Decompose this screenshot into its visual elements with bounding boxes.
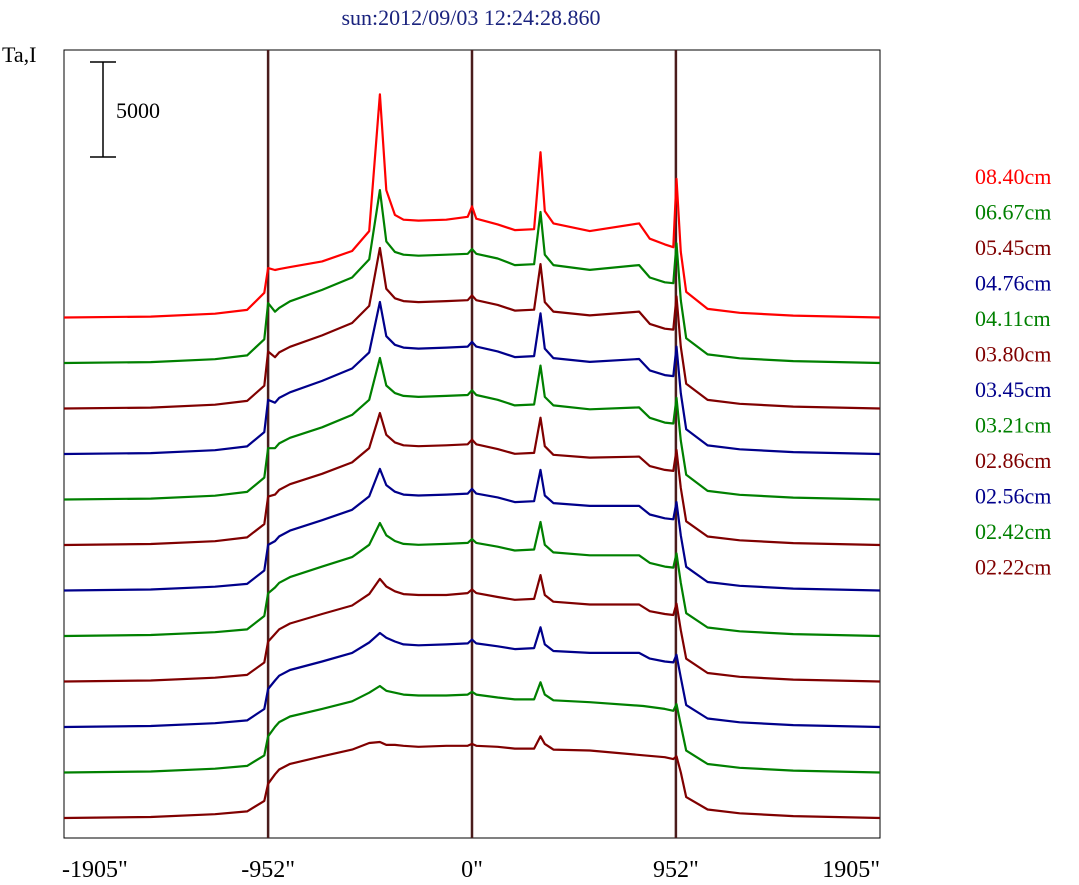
series-line-02.86cm [63, 573, 881, 683]
legend-entry-04.11cm: 04.11cm [975, 306, 1051, 331]
legend-entry-02.86cm: 02.86cm [975, 448, 1051, 473]
series-line-02.22cm [63, 735, 881, 820]
legend-entry-02.42cm: 02.42cm [975, 519, 1051, 544]
series-lines [63, 93, 881, 820]
legend-entry-06.67cm: 06.67cm [975, 200, 1051, 225]
legend-entry-02.22cm: 02.22cm [975, 555, 1051, 580]
x-tick-label: 952" [653, 857, 699, 883]
scale-bar-label: 5000 [116, 98, 160, 123]
legend-entry-03.80cm: 03.80cm [975, 342, 1051, 367]
x-tick-label: -1905" [62, 857, 128, 883]
legend: 08.40cm 06.67cm 05.45cm 04.76cm 04.11cm 03.80… [975, 164, 1051, 580]
series-line-04.11cm [63, 356, 881, 501]
legend-entry-03.45cm: 03.45cm [975, 377, 1051, 402]
series-line-06.67cm [63, 189, 881, 365]
x-tick-label: 1905" [822, 857, 880, 883]
legend-entry-03.21cm: 03.21cm [975, 413, 1051, 438]
x-tick-labels: -1905" -952" 0" 952" 1905" [62, 857, 880, 883]
legend-entry-02.56cm: 02.56cm [975, 484, 1051, 509]
reference-lines [266, 50, 678, 838]
scale-bar: 5000 [90, 61, 160, 158]
x-tick-label: 0" [461, 857, 483, 883]
series-line-02.56cm [63, 626, 881, 729]
legend-entry-08.40cm: 08.40cm [975, 164, 1051, 189]
chart-title: sun:2012/09/03 12:24:28.860 [341, 5, 600, 30]
series-line-03.80cm [63, 411, 881, 547]
legend-entry-05.45cm: 05.45cm [975, 235, 1051, 260]
series-line-05.45cm [63, 246, 881, 410]
legend-entry-04.76cm: 04.76cm [975, 271, 1051, 296]
series-line-02.42cm [63, 681, 881, 774]
x-tick-label: -952" [241, 857, 295, 883]
y-axis-label: Ta,I [2, 42, 37, 67]
series-line-04.76cm [63, 300, 881, 456]
series-line-03.45cm [63, 467, 881, 592]
series-line-03.21cm [63, 520, 881, 638]
series-line-08.40cm [63, 93, 881, 319]
